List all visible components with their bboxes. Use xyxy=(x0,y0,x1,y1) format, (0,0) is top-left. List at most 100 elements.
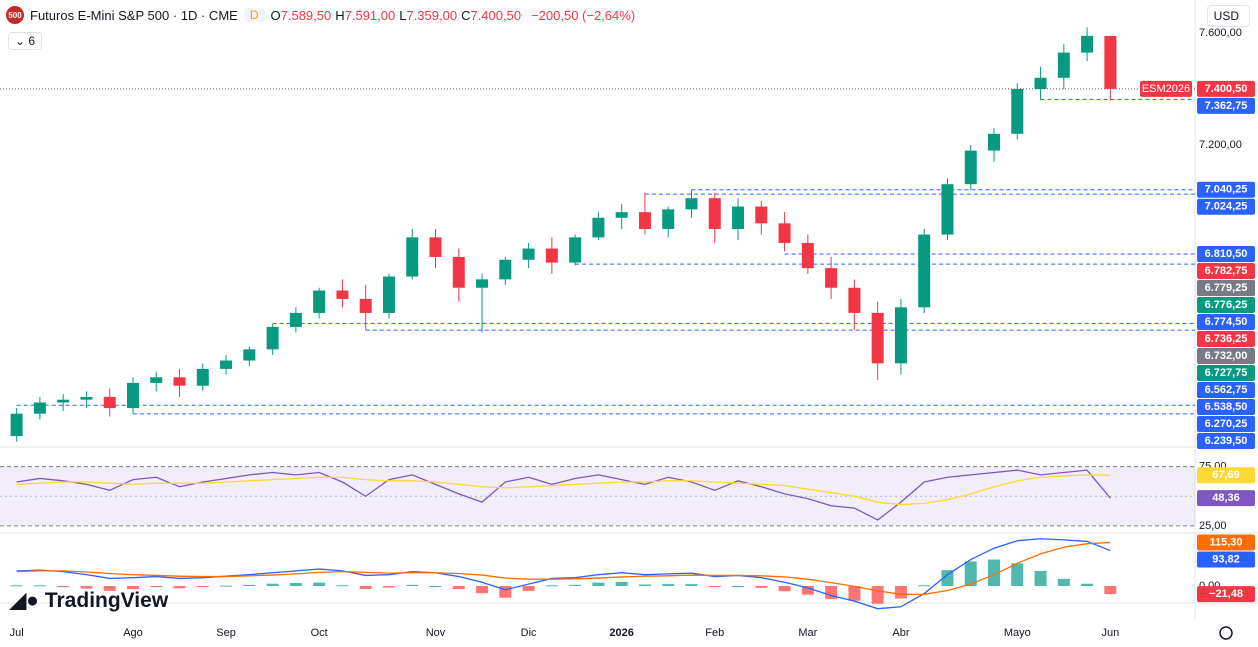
histogram-bar xyxy=(732,586,745,587)
price-tag: 6.774,50 xyxy=(1205,316,1248,328)
tag-bg xyxy=(1197,297,1255,314)
candle-body xyxy=(1011,89,1024,134)
price-tag: 6.239,50 xyxy=(1205,435,1248,447)
candle-body xyxy=(173,377,186,386)
tag-bg xyxy=(1197,97,1255,114)
histogram-bar xyxy=(1104,586,1117,595)
ohlc-value: 7.359,00 xyxy=(406,7,458,23)
price-tag: 7.040,25 xyxy=(1205,184,1248,196)
symbol-tag: ESM2026 xyxy=(1142,83,1190,95)
tag-bg xyxy=(1197,280,1255,297)
candle-body xyxy=(196,368,209,386)
histogram-bar xyxy=(382,586,395,588)
histogram-bar xyxy=(871,586,884,604)
price-tag: 6.538,50 xyxy=(1205,401,1248,413)
x-tick-label: Feb xyxy=(705,627,724,639)
tag-bg xyxy=(1197,416,1255,433)
candle-body xyxy=(545,248,558,263)
histogram-bar xyxy=(243,584,256,586)
legend-header: 500 Futuros E-Mini S&P 500 · 1D · CME D … xyxy=(6,6,639,24)
candle-body xyxy=(1057,52,1070,78)
candle-body xyxy=(708,198,721,229)
candle-body xyxy=(243,349,256,361)
price-tag: 6.562,75 xyxy=(1205,384,1248,396)
candle-body xyxy=(755,206,768,224)
currency[interactable]: USD xyxy=(1206,5,1250,27)
candle-body xyxy=(1104,35,1117,89)
x-tick-label: Jul xyxy=(10,627,24,639)
brand-text: TradingView xyxy=(44,589,169,612)
histogram-bar xyxy=(266,583,279,586)
histogram-bar xyxy=(1057,578,1070,586)
histogram-bar xyxy=(569,584,582,586)
price-tag: 7.024,25 xyxy=(1205,201,1248,213)
x-tick-label: Jun xyxy=(1101,627,1119,639)
x-tick-label: Dic xyxy=(521,627,537,639)
tag-bg xyxy=(1197,586,1255,603)
candle-body xyxy=(10,413,23,437)
indicator-toggle[interactable]: ⌄ 6 xyxy=(8,32,43,50)
price-tag: 48,36 xyxy=(1212,492,1240,504)
ohlc-key: L xyxy=(399,7,407,23)
tag-bg xyxy=(1197,551,1255,568)
indicator-count: 6 xyxy=(28,34,36,48)
price-tag: 6.779,25 xyxy=(1205,282,1248,294)
tag-bg xyxy=(1197,181,1255,198)
candle-body xyxy=(592,217,605,238)
ohlc-value: 7.400,50 xyxy=(470,7,522,23)
tag-bg xyxy=(1197,399,1255,416)
tag-bg xyxy=(1197,246,1255,263)
candle-body xyxy=(220,360,233,369)
candle-body xyxy=(57,399,70,403)
tag-bg xyxy=(1197,80,1255,97)
flag[interactable]: D xyxy=(243,8,265,22)
candle-body xyxy=(1081,35,1094,53)
histogram-bar xyxy=(80,586,93,589)
candle-body xyxy=(569,237,582,263)
histogram-bar xyxy=(685,584,698,586)
y-tick-label: 7.200,00 xyxy=(1199,139,1242,151)
ohlc-value: 7.591,00 xyxy=(344,7,396,23)
candle-body xyxy=(452,256,465,288)
histogram-bar xyxy=(406,584,419,586)
histogram-bar xyxy=(894,586,907,599)
symbol-logo: 500 xyxy=(6,6,24,24)
histogram-bar xyxy=(755,586,768,588)
tag-bg xyxy=(1197,314,1255,331)
symbol-title[interactable]: Futuros E-Mini S&P 500 · 1D · CME xyxy=(30,7,238,23)
histogram-bar xyxy=(918,585,931,587)
histogram-bar xyxy=(1081,583,1094,586)
x-tick-label: Mar xyxy=(798,627,817,639)
price-tag: 6.732,00 xyxy=(1205,350,1248,362)
candle-body xyxy=(499,259,512,280)
histogram-bar xyxy=(359,586,372,590)
histogram-bar xyxy=(708,586,721,588)
histogram-bar xyxy=(964,561,977,586)
x-tick-label: Ago xyxy=(123,627,143,639)
histogram-bar xyxy=(801,586,814,595)
price-tag: −21,48 xyxy=(1209,588,1243,600)
candle-body xyxy=(685,198,698,210)
candle-body xyxy=(988,133,1001,151)
price-tag: 6.782,75 xyxy=(1205,265,1248,277)
histogram-bar xyxy=(778,586,791,592)
price-tag: 115,30 xyxy=(1209,536,1242,548)
candle-body xyxy=(1034,77,1047,90)
histogram-bar xyxy=(638,584,651,586)
histogram-bar xyxy=(1034,570,1047,586)
x-tick-label: Sep xyxy=(216,627,236,639)
candle-body xyxy=(266,326,279,350)
ohlc-value: 7.589,50 xyxy=(280,7,332,23)
histogram-bar xyxy=(336,585,349,587)
candle-body xyxy=(941,184,954,235)
price-tag: 6.776,25 xyxy=(1205,299,1248,311)
tag-bg xyxy=(1197,382,1255,399)
price-tag: 7.362,75 xyxy=(1205,100,1248,112)
histogram-bar xyxy=(1011,563,1024,586)
histogram-bar xyxy=(592,582,605,586)
settings-icon[interactable] xyxy=(1219,626,1233,640)
histogram-bar xyxy=(173,586,186,589)
candle-body xyxy=(638,212,651,229)
y-tick-label: 25,00 xyxy=(1199,520,1227,532)
candle-body xyxy=(429,237,442,257)
